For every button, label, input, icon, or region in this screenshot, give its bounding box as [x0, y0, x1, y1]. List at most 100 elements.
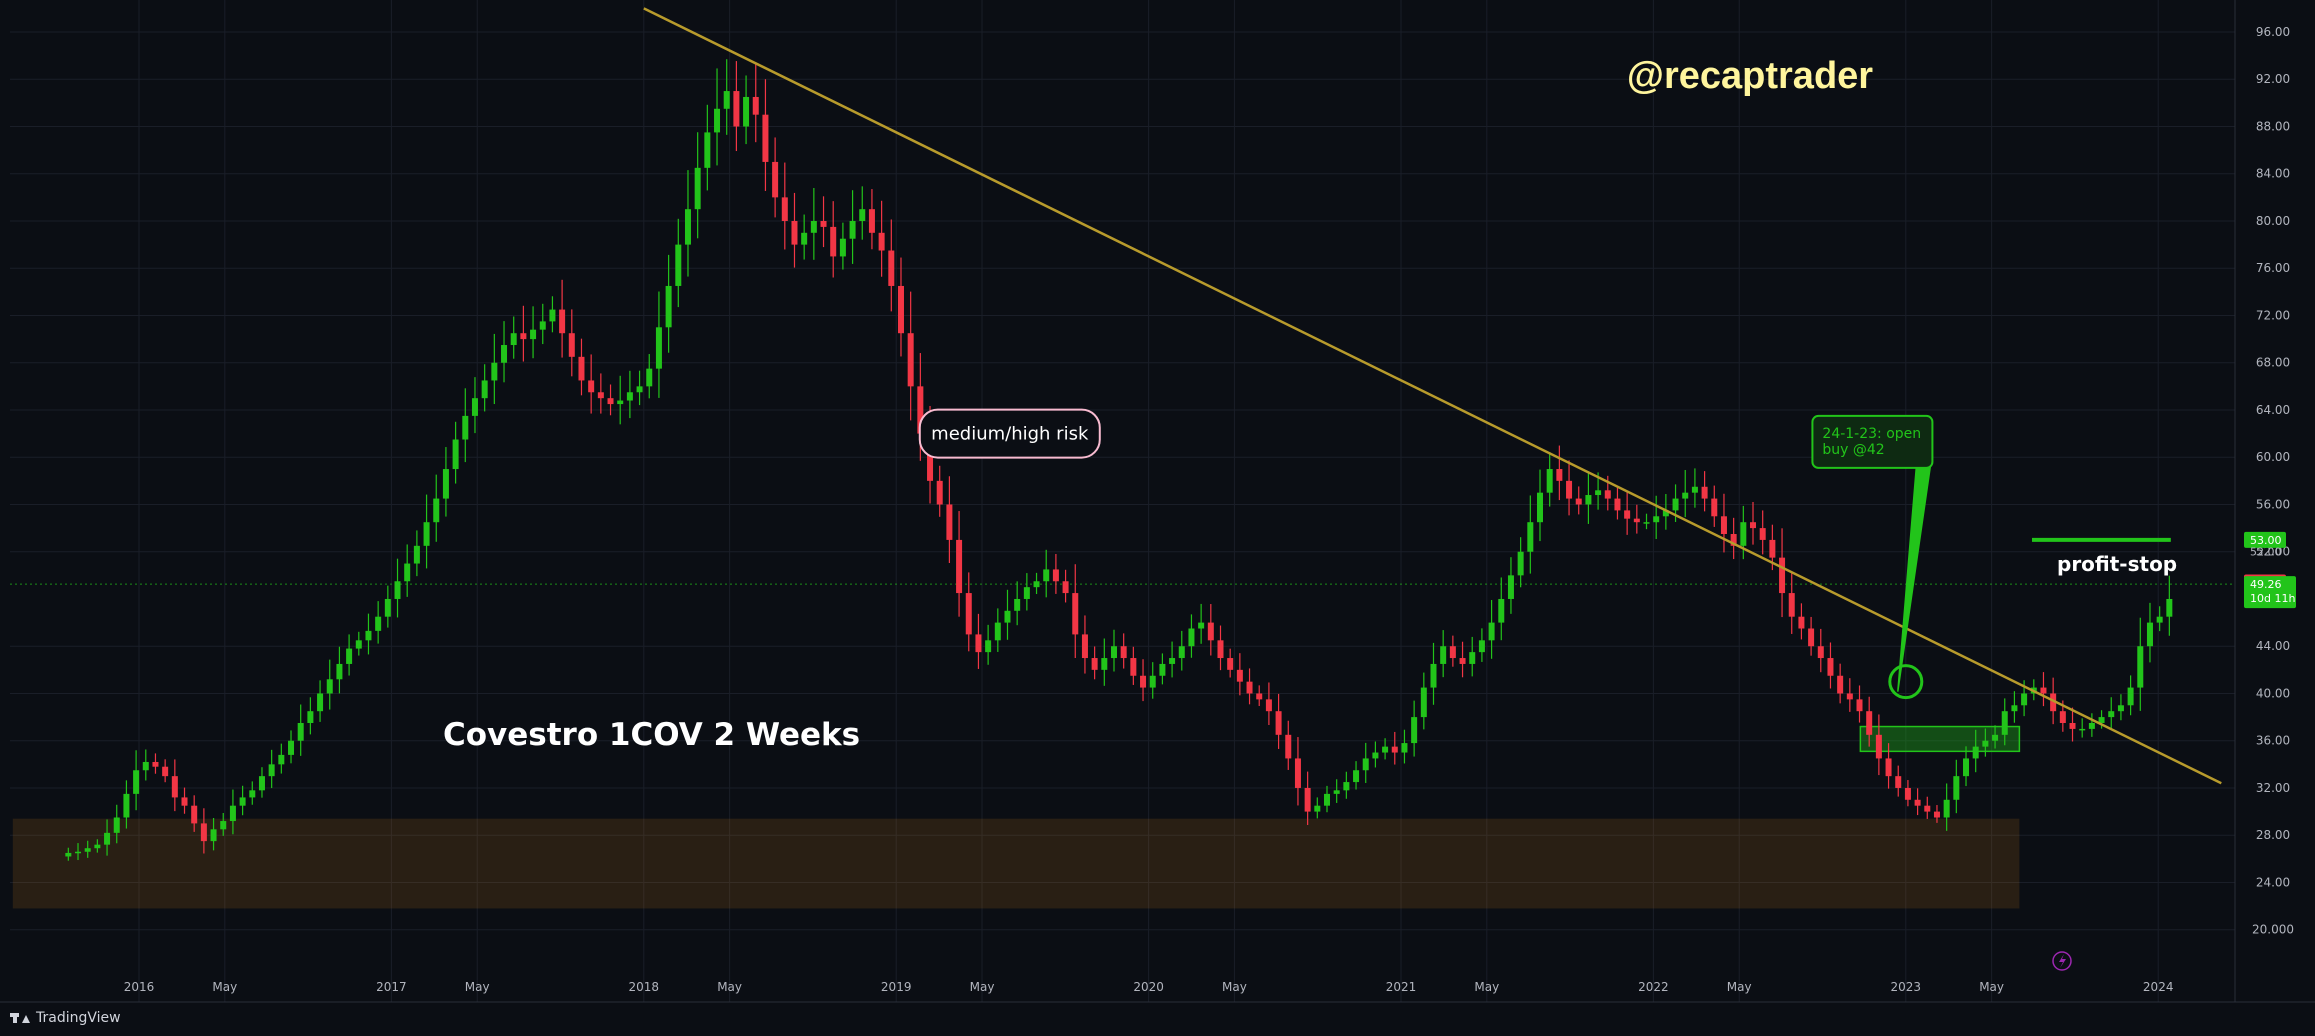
candle	[481, 380, 488, 399]
candle	[1711, 498, 1718, 517]
lightning-icon[interactable]	[2052, 951, 2072, 971]
candle	[307, 711, 314, 724]
candle	[646, 368, 653, 387]
candle	[1081, 634, 1088, 659]
candle	[907, 333, 914, 387]
candle	[1236, 669, 1243, 682]
candle	[1391, 746, 1398, 753]
price-badge	[2244, 576, 2296, 609]
price-tick-label: 76.00	[2256, 261, 2290, 275]
candle	[781, 197, 788, 221]
price-tick-label: 60.00	[2256, 450, 2290, 464]
callout-text: buy @42	[1822, 442, 1884, 458]
candle	[1401, 743, 1408, 753]
candle	[1740, 522, 1747, 546]
candle	[762, 114, 769, 162]
candle	[1275, 711, 1282, 735]
candle	[849, 220, 856, 239]
tradingview-logo[interactable]: TradingView	[10, 1010, 121, 1026]
candle	[975, 634, 982, 653]
candle	[1227, 658, 1234, 670]
candle	[239, 797, 246, 806]
candle	[1566, 480, 1573, 499]
candle	[1072, 593, 1079, 635]
price-tick-label: 36.00	[2256, 734, 2290, 748]
candle	[471, 398, 478, 416]
candle	[1992, 734, 1999, 741]
candle	[1546, 469, 1553, 493]
candle	[2127, 687, 2134, 706]
price-tick-label: 80.00	[2256, 214, 2290, 228]
candle	[588, 380, 595, 393]
candle	[791, 220, 798, 245]
candle	[1556, 469, 1563, 481]
candle	[249, 790, 256, 798]
candle	[1052, 569, 1059, 582]
candle	[1285, 734, 1292, 759]
candle	[1420, 687, 1427, 718]
candle	[878, 232, 885, 251]
candle	[142, 761, 149, 771]
tradingview-icon	[10, 1013, 30, 1023]
countdown-text: 10d 11h	[2250, 592, 2295, 605]
candle	[1662, 510, 1669, 517]
candle	[442, 469, 449, 499]
candle	[520, 333, 527, 340]
price-tick-label: 52.00	[2250, 546, 2282, 559]
candle	[1701, 486, 1708, 499]
candle	[1091, 658, 1098, 670]
time-tick-label: 2017	[376, 980, 407, 994]
candle	[1023, 587, 1030, 599]
candle	[2059, 711, 2066, 724]
candle	[752, 96, 759, 115]
time-tick-label: 2020	[1133, 980, 1164, 994]
candle	[1265, 699, 1272, 712]
candle	[1169, 658, 1176, 664]
candle	[1982, 740, 1989, 747]
price-tick-label: 20.000	[2252, 923, 2294, 937]
support-zone	[12, 818, 2020, 909]
candle	[2098, 717, 2105, 724]
candle	[1033, 581, 1040, 588]
candle	[2011, 705, 2018, 712]
candle	[1904, 787, 1911, 800]
time-tick-label: May	[1474, 980, 1499, 994]
callout-box	[1811, 414, 1934, 469]
risk-label-box	[918, 408, 1101, 459]
candle	[1062, 581, 1069, 594]
candle	[355, 640, 362, 649]
candle	[2137, 646, 2144, 688]
candle	[510, 333, 517, 346]
candle	[423, 522, 430, 546]
candle	[1633, 518, 1640, 523]
candle	[1314, 805, 1321, 812]
candle	[2069, 723, 2076, 729]
candle	[220, 821, 227, 830]
candle	[433, 498, 440, 523]
candle	[1101, 658, 1108, 670]
candle	[171, 776, 178, 798]
candle	[897, 285, 904, 334]
candle	[1362, 758, 1369, 771]
price-badge	[2244, 531, 2286, 548]
candle	[1256, 693, 1263, 700]
candle	[2166, 598, 2173, 617]
trendline	[643, 7, 2222, 785]
candle	[365, 630, 372, 641]
time-tick-label: May	[465, 980, 490, 994]
candle	[1575, 498, 1582, 505]
candle	[326, 679, 333, 694]
time-tick-label: 2023	[1891, 980, 1922, 994]
time-tick-label: May	[717, 980, 742, 994]
candle	[1411, 717, 1418, 744]
price-tick-label: 92.00	[2256, 72, 2290, 86]
candle	[1682, 492, 1689, 499]
candle	[394, 581, 401, 599]
candle	[336, 663, 343, 680]
candle	[1866, 711, 1873, 735]
candle	[181, 797, 188, 806]
candle	[1488, 622, 1495, 641]
candle	[1730, 534, 1737, 546]
candle	[1130, 658, 1137, 676]
